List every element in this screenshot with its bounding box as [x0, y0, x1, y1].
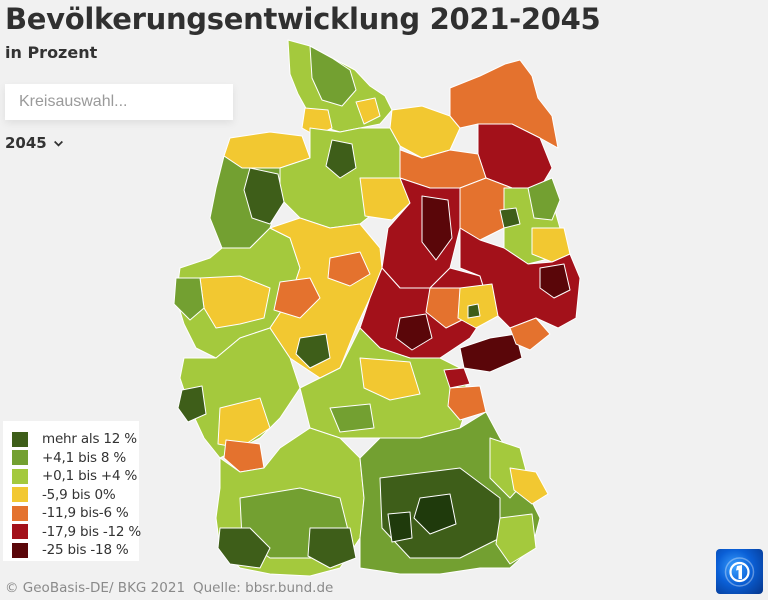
region-nrw-yellow[interactable] — [199, 275, 271, 329]
region-bayern-dark2[interactable] — [387, 511, 413, 543]
legend-label: +4,1 bis 8 % — [42, 449, 127, 466]
legend-label: +0,1 bis +4 % — [42, 468, 138, 485]
copyright-text: © GeoBasis-DE/ BKG 2021 — [5, 580, 186, 596]
legend-swatch — [12, 524, 28, 540]
region-sh-yellow2[interactable] — [355, 97, 381, 125]
legend-item: +0,1 bis +4 % — [12, 467, 139, 486]
chevron-down-icon — [53, 140, 63, 147]
region-ns-darkwest[interactable] — [243, 167, 285, 225]
legend-swatch — [12, 505, 28, 521]
region-bb-darkgreen[interactable] — [527, 177, 561, 221]
legend-label: mehr als 12 % — [42, 431, 137, 448]
region-mv-orange[interactable] — [449, 59, 559, 149]
region-rlp-dark[interactable] — [177, 385, 207, 423]
region-ns-yellow[interactable] — [359, 177, 411, 221]
legend-item: -25 bis -18 % — [12, 541, 139, 560]
region-bw-dark[interactable] — [217, 527, 271, 569]
legend-item: -17,9 bis -12 % — [12, 523, 142, 542]
region-th-orange[interactable] — [425, 287, 467, 329]
year-dropdown[interactable]: 2045 — [5, 134, 64, 152]
region-bayern-southeast[interactable] — [495, 513, 537, 565]
region-franken-dark[interactable] — [329, 403, 375, 433]
region-hessen-orange2[interactable] — [327, 251, 371, 287]
germany-choropleth-map[interactable] — [160, 28, 610, 588]
legend-item: mehr als 12 % — [12, 430, 139, 449]
region-erzgebirge[interactable] — [459, 333, 523, 373]
region-berlin[interactable] — [499, 207, 521, 229]
legend-label: -5,9 bis 0% — [42, 486, 116, 503]
region-muenchen-dark[interactable] — [413, 493, 457, 535]
source-text: Quelle: bbsr.bund.de — [193, 580, 334, 596]
legend-label: -11,9 bis-6 % — [42, 505, 129, 522]
legend-swatch — [12, 431, 28, 447]
legend-swatch — [12, 487, 28, 503]
region-sachsen-dark[interactable] — [539, 263, 571, 299]
region-hessen-dark[interactable] — [295, 333, 331, 369]
region-rlp-yellow[interactable] — [217, 397, 271, 449]
region-oberfranken-orange[interactable] — [447, 385, 487, 421]
region-bw-dark2[interactable] — [307, 527, 357, 569]
legend-swatch — [12, 468, 28, 484]
page-title: Bevölkerungsentwicklung 2021-2045 — [5, 2, 601, 36]
region-bayern-east-yellow[interactable] — [509, 467, 549, 505]
legend-item: -5,9 bis 0% — [12, 486, 139, 505]
map-legend: mehr als 12 % +4,1 bis 8 % +0,1 bis +4 %… — [3, 421, 142, 561]
region-franken-yellow[interactable] — [359, 357, 421, 401]
region-leipzig-city[interactable] — [467, 303, 481, 319]
region-sachsen-orange[interactable] — [509, 317, 551, 351]
page-subtitle: in Prozent — [5, 43, 98, 62]
legend-item: +4,1 bis 8 % — [12, 449, 139, 468]
year-selected-value: 2045 — [5, 134, 47, 152]
region-ns-dark[interactable] — [325, 139, 357, 179]
region-nrw-green[interactable] — [173, 277, 205, 321]
legend-swatch — [12, 542, 28, 558]
region-hof-red[interactable] — [443, 367, 471, 389]
region-hessen-orange[interactable] — [273, 277, 321, 319]
region-th-darkred[interactable] — [395, 313, 433, 351]
region-st-darkred[interactable] — [421, 195, 453, 261]
district-search-input[interactable] — [5, 84, 233, 120]
tagesschau-logo-icon[interactable] — [716, 549, 763, 594]
legend-item: -11,9 bis-6 % — [12, 504, 139, 523]
region-sh-east[interactable] — [309, 45, 357, 107]
legend-label: -25 bis -18 % — [42, 542, 129, 559]
legend-label: -17,9 bis -12 % — [42, 523, 142, 540]
legend-swatch — [12, 450, 28, 466]
